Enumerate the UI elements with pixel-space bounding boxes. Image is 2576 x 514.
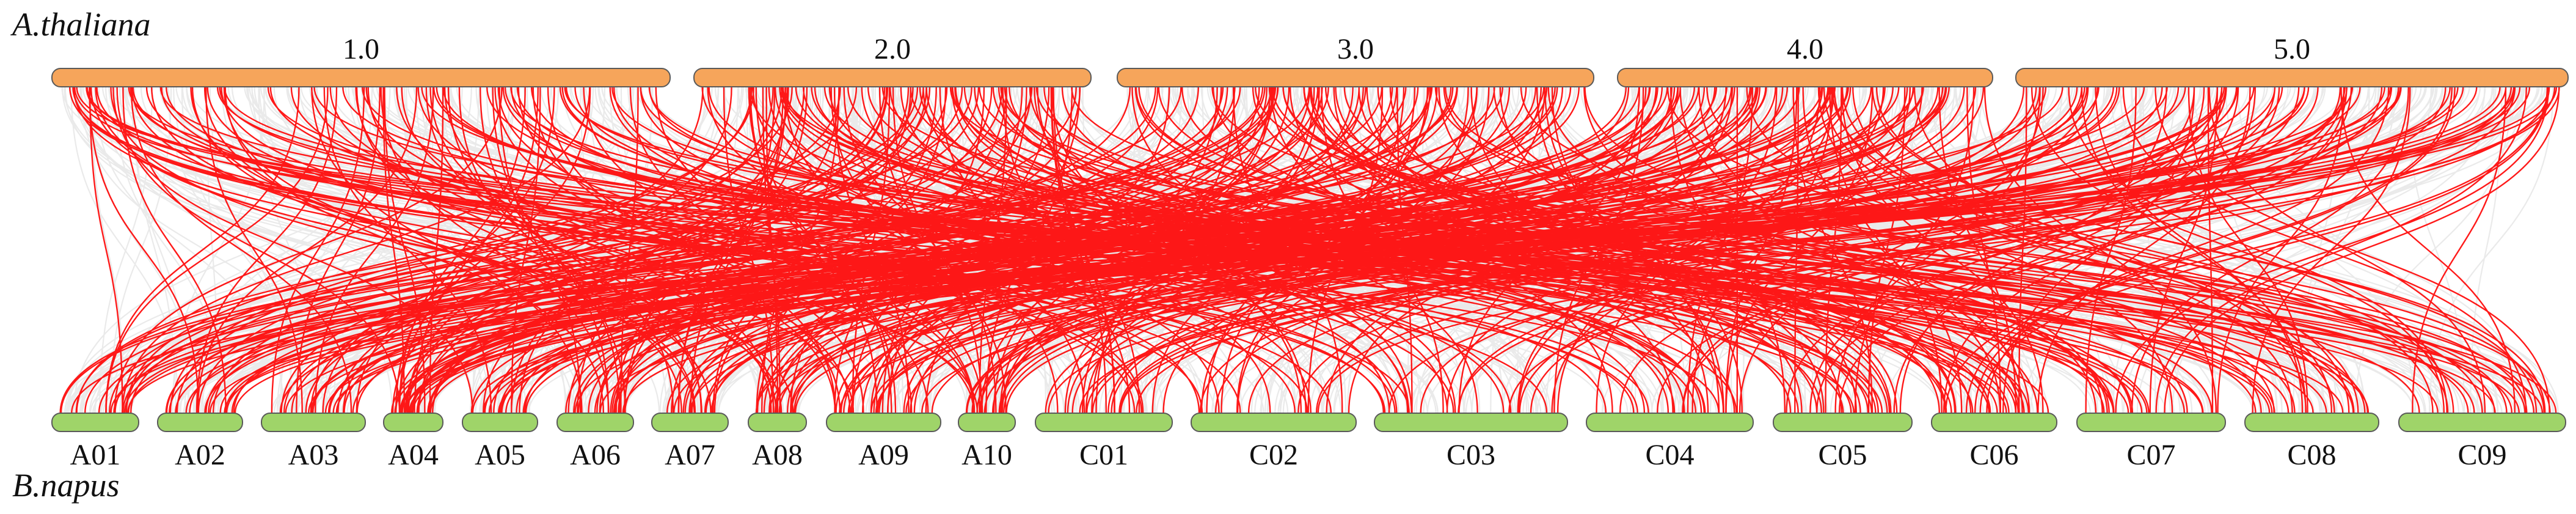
bottom-chromosome-a06 — [556, 413, 634, 432]
top-chromosome-label: 1.0 — [343, 33, 379, 65]
bottom-chromosome-label: C03 — [1447, 439, 1495, 471]
bottom-chromosome-a01 — [51, 413, 139, 432]
top-chromosome-5 — [2015, 68, 2569, 87]
bottom-chromosome-c05 — [1773, 413, 1913, 432]
bottom-chromosome-label: A05 — [475, 439, 525, 471]
highlighted-link-bundle — [59, 86, 2560, 414]
bottom-chromosome-a09 — [826, 413, 941, 432]
bottom-chromosome-c07 — [2076, 413, 2226, 432]
bottom-chromosome-c08 — [2244, 413, 2379, 432]
top-chromosome-4 — [1617, 68, 1993, 87]
top-species-label: A.thaliana — [10, 6, 151, 43]
top-chromosome-label: 4.0 — [1787, 33, 1823, 65]
bottom-chromosome-a07 — [651, 413, 729, 432]
bottom-chromosome-label: C02 — [1249, 439, 1298, 471]
bottom-chromosome-label: A04 — [388, 439, 439, 471]
bottom-chromosome-label: C08 — [2287, 439, 2336, 471]
bottom-chromosome-c04 — [1586, 413, 1754, 432]
bottom-chromosome-c09 — [2398, 413, 2566, 432]
bottom-chromosome-label: C06 — [1969, 439, 2018, 471]
bottom-chromosome-label: C05 — [1818, 439, 1867, 471]
bottom-chromosome-label: C04 — [1645, 439, 1694, 471]
top-chromosome-1 — [51, 68, 671, 87]
bottom-chromosome-label: A06 — [570, 439, 621, 471]
bottom-chromosome-c01 — [1035, 413, 1173, 432]
bottom-chromosome-c02 — [1191, 413, 1357, 432]
highlighted-synteny-links — [59, 86, 2560, 414]
top-chromosome-label: 2.0 — [874, 33, 911, 65]
bottom-chromosome-label: C09 — [2457, 439, 2506, 471]
bottom-chromosome-a03 — [261, 413, 366, 432]
bottom-chromosome-a05 — [462, 413, 538, 432]
bottom-chromosome-label: A03 — [288, 439, 339, 471]
bottom-chromosome-c06 — [1931, 413, 2057, 432]
bottom-chromosomes: A01 A02 A03 A04 A05 A06 A07 A08 A09 A10 C01 C02 C03 C… — [51, 413, 2566, 471]
bottom-chromosome-label: A01 — [70, 439, 121, 471]
top-chromosomes: 1.0 2.0 3.0 4.0 5.0 — [51, 33, 2569, 87]
bottom-species-label: B.napus — [12, 467, 120, 504]
bottom-chromosome-label: A09 — [858, 439, 909, 471]
bottom-chromosome-a04 — [383, 413, 443, 432]
bottom-chromosome-c03 — [1374, 413, 1568, 432]
bottom-chromosome-label: C01 — [1079, 439, 1128, 471]
top-chromosome-label: 3.0 — [1337, 33, 1374, 65]
top-chromosome-3 — [1117, 68, 1594, 87]
bottom-chromosome-label: A08 — [752, 439, 803, 471]
bottom-chromosome-a02 — [157, 413, 243, 432]
bottom-chromosome-a10 — [958, 413, 1016, 432]
bottom-chromosome-label: A07 — [665, 439, 715, 471]
bottom-chromosome-a08 — [748, 413, 807, 432]
top-chromosome-2 — [693, 68, 1092, 87]
bottom-chromosome-label: A10 — [961, 439, 1012, 471]
top-chromosome-label: 5.0 — [2274, 33, 2310, 65]
bottom-chromosome-label: C07 — [2126, 439, 2175, 471]
bottom-chromosome-label: A02 — [175, 439, 225, 471]
